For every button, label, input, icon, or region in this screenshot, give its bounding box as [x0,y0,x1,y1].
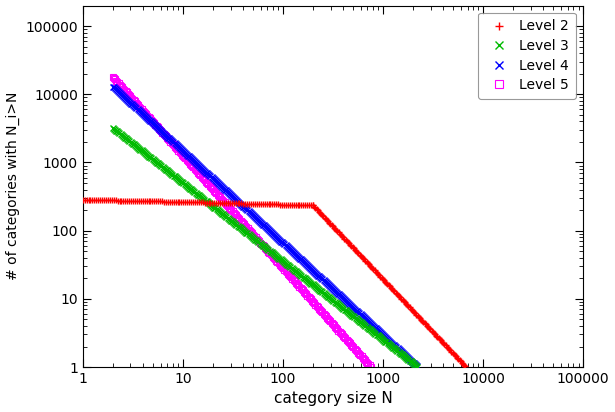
Legend: Level 2, Level 3, Level 4, Level 5: Level 2, Level 3, Level 4, Level 5 [478,12,576,99]
Level 3 [132,144,140,149]
Level 3 [109,126,117,131]
Level 3 [377,336,384,341]
Level 2 [79,197,87,202]
Level 4 [109,84,117,89]
Level 4 [168,138,175,143]
Level 4 [413,364,421,369]
Level 4 [279,240,286,245]
Level 4 [322,280,329,285]
Level 5 [289,276,296,281]
X-axis label: category size N: category size N [274,391,392,407]
Level 5 [316,307,323,312]
Level 3 [215,208,223,213]
Level 2 [224,201,232,206]
Line: Level 3: Level 3 [110,125,420,369]
Level 5 [314,305,322,310]
Level 3 [232,222,240,227]
Level 2 [401,300,408,305]
Level 3 [206,201,213,206]
Level 2 [462,364,469,369]
Level 5 [162,134,170,139]
Level 2 [356,252,363,257]
Y-axis label: # of categories with N_i>N: # of categories with N_i>N [6,92,20,281]
Line: Level 4: Level 4 [110,84,420,369]
Level 5 [367,364,375,369]
Level 2 [375,272,382,276]
Line: Level 5: Level 5 [110,74,373,370]
Level 5 [325,316,332,321]
Level 4 [303,263,311,268]
Level 5 [181,154,188,159]
Level 5 [109,75,117,80]
Level 2 [454,356,462,361]
Level 4 [387,339,394,344]
Line: Level 2: Level 2 [80,197,468,369]
Level 4 [131,104,138,109]
Level 3 [160,165,167,170]
Level 2 [89,198,96,203]
Level 3 [414,364,421,369]
